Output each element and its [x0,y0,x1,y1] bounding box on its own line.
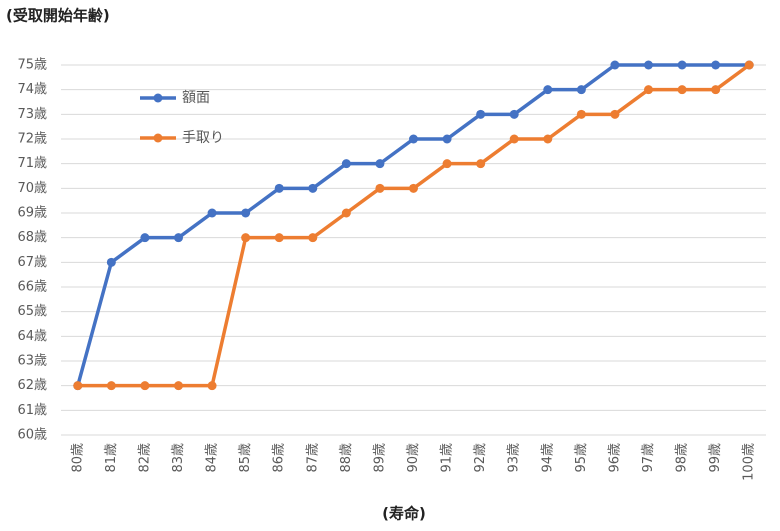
point [174,381,183,391]
point [644,85,653,95]
y-tick-label: 72歳 [17,132,47,147]
y-tick-label: 60歳 [17,428,47,443]
x-tick-label: 92歳 [473,443,488,473]
series-line [77,63,751,388]
point [241,233,251,243]
x-tick-label: 98歳 [675,443,690,473]
point [576,109,586,119]
point [341,208,351,218]
point [308,233,318,243]
x-tick-label: 89歳 [372,443,387,473]
x-tick-label: 94歳 [540,443,555,473]
point [106,381,116,391]
y-tick-label: 73歳 [17,107,47,122]
point [409,134,418,144]
point [73,381,83,391]
y-tick-label: 69歳 [17,206,47,221]
y-tick-label: 67歳 [17,255,47,270]
point [375,159,385,169]
point [744,60,754,70]
point [610,109,620,119]
point [207,381,217,391]
y-tick-label: 68歳 [17,230,47,245]
point [207,208,217,218]
x-tick-label: 85歳 [238,443,253,473]
point [476,109,486,119]
point [442,134,452,144]
x-tick-label: 86歳 [272,443,287,473]
y-tick-label: 74歳 [17,82,47,97]
x-tick-label: 100歳 [742,443,757,481]
point [711,60,721,70]
legend-marker [153,93,163,103]
x-tick-label: 99歳 [708,443,723,473]
x-tick-label: 82歳 [137,443,152,473]
y-axis-title: (受取開始年齢) [6,7,110,25]
point [576,85,586,95]
y-tick-label: 71歳 [17,156,47,171]
point [476,159,486,169]
x-tick-label: 84歳 [205,443,220,473]
y-tick-label: 61歳 [17,403,47,418]
legend-marker [153,133,163,143]
x-tick-label: 80歳 [70,443,85,473]
legend-label: 手取り [182,130,224,146]
point [409,183,418,193]
point [140,233,150,243]
point [241,208,251,218]
point [375,183,385,193]
x-tick-label: 95歳 [574,443,589,473]
point [509,109,519,119]
x-tick-label: 97歳 [641,443,656,473]
y-tick-label: 75歳 [17,58,47,73]
point [274,233,284,243]
point [610,60,620,70]
point [106,257,116,267]
x-tick-label: 87歳 [305,443,320,473]
x-tick-label: 91歳 [440,443,455,473]
point [711,85,721,95]
point [174,233,183,243]
point [644,60,653,70]
y-tick-label: 70歳 [17,181,47,196]
x-tick-label: 88歳 [339,443,354,473]
point [677,60,687,70]
point [543,134,553,144]
point [509,134,519,144]
y-tick-label: 62歳 [17,378,47,393]
x-tick-label: 96歳 [607,443,622,473]
point [308,183,318,193]
point [140,381,150,391]
point [543,85,553,95]
x-tick-label: 81歳 [104,443,119,473]
x-tick-label: 90歳 [406,443,421,473]
point [677,85,687,95]
series-line [76,63,750,387]
x-axis-title: (寿命) [382,505,426,523]
y-tick-label: 64歳 [17,329,47,344]
x-tick-label: 93歳 [507,443,522,473]
y-tick-label: 65歳 [17,304,47,319]
x-tick-label: 83歳 [171,443,186,473]
point [274,183,284,193]
point [442,159,452,169]
point [341,159,351,169]
y-tick-label: 63歳 [17,354,47,369]
legend-label: 額面 [182,90,210,106]
y-tick-label: 66歳 [17,280,47,295]
